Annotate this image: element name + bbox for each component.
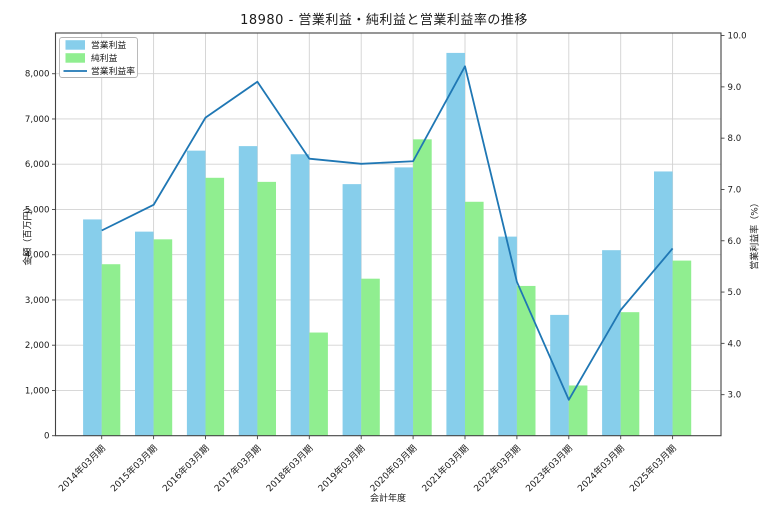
y-axis-right-tick-label: 3.0 bbox=[728, 391, 742, 401]
x-axis-tick-label: 2021年03月期 bbox=[419, 442, 471, 494]
operating-profit-bar bbox=[290, 154, 310, 436]
net-profit-bar bbox=[361, 278, 380, 436]
operating-profit-bar bbox=[394, 167, 414, 436]
y-axis-label-right: 営業利益率（%） bbox=[750, 198, 761, 270]
y-axis-left-tick-label: 3,000 bbox=[25, 296, 50, 306]
y-axis-label-left: 金額（百万円） bbox=[23, 202, 34, 266]
y-axis-right-tick-label: 6.0 bbox=[728, 237, 742, 247]
y-axis-left-tick-label: 5,000 bbox=[25, 205, 50, 215]
y-axis-left-tick-label: 6,000 bbox=[25, 160, 50, 170]
net-profit-bar bbox=[101, 264, 121, 436]
x-axis-label: 会計年度 bbox=[369, 494, 406, 504]
y-axis-right-tick-label: 4.0 bbox=[728, 339, 742, 349]
y-axis-right-tick-label: 9.0 bbox=[728, 83, 742, 93]
x-axis-tick-label: 2017年03月期 bbox=[212, 442, 264, 494]
y-axis-left-tick-label: 1,000 bbox=[25, 386, 50, 396]
legend-label-operating-margin: 営業利益率 bbox=[91, 65, 135, 77]
operating-profit-bar bbox=[602, 250, 621, 436]
operating-profit-bar bbox=[83, 219, 102, 436]
y-axis-left-tick-label: 8,000 bbox=[25, 70, 50, 80]
net-profit-bar bbox=[620, 312, 640, 436]
net-profit-bar bbox=[153, 239, 173, 436]
x-axis-tick-label: 2023年03月期 bbox=[523, 442, 575, 494]
legend-label-operating-profit: 営業利益 bbox=[91, 39, 126, 51]
net-profit-bar bbox=[309, 332, 328, 436]
net-profit-bar bbox=[257, 181, 276, 436]
operating-profit-bar bbox=[446, 52, 465, 436]
legend-swatch-net-profit bbox=[65, 53, 85, 63]
operating-profit-bar bbox=[498, 236, 517, 436]
net-profit-bar bbox=[516, 285, 536, 436]
x-axis-tick-label: 2015年03月期 bbox=[108, 442, 160, 494]
operating-profit-bar bbox=[654, 171, 673, 436]
net-profit-bar bbox=[413, 139, 432, 436]
y-axis-right-tick-label: 7.0 bbox=[728, 185, 742, 195]
x-axis-tick-label: 2016年03月期 bbox=[160, 442, 212, 494]
y-axis-left-tick-label: 7,000 bbox=[25, 115, 50, 125]
net-profit-bar bbox=[672, 260, 692, 436]
operating-profit-bar bbox=[550, 314, 569, 436]
y-axis-left-tick-label: 0 bbox=[44, 432, 49, 442]
net-profit-bar bbox=[568, 385, 588, 436]
y-axis-left-tick-label: 2,000 bbox=[25, 341, 50, 351]
x-axis-tick-label: 2019年03月期 bbox=[315, 442, 367, 494]
x-axis-tick-label: 2014年03月期 bbox=[56, 442, 108, 494]
legend-label-net-profit: 純利益 bbox=[91, 52, 118, 64]
y-axis-right-tick-label: 10.0 bbox=[728, 32, 747, 42]
x-axis-tick-label: 2018年03月期 bbox=[264, 442, 316, 494]
operating-profit-bar bbox=[238, 146, 258, 436]
operating-margin-line bbox=[101, 65, 674, 401]
net-profit-bar bbox=[205, 177, 225, 436]
operating-profit-bar bbox=[186, 150, 206, 436]
legend-swatch-operating-profit bbox=[65, 40, 85, 50]
y-axis-right-tick-label: 8.0 bbox=[728, 134, 742, 144]
x-axis-tick-label: 2020年03月期 bbox=[367, 442, 419, 494]
y-axis-right-tick-label: 5.0 bbox=[728, 288, 742, 298]
x-axis-tick-label: 2022年03月期 bbox=[471, 442, 523, 494]
x-axis-tick-label: 2024年03月期 bbox=[575, 442, 627, 494]
net-profit-bar bbox=[465, 201, 484, 436]
plot-frame bbox=[54, 32, 722, 437]
operating-profit-bar bbox=[342, 184, 362, 436]
operating-profit-bar bbox=[135, 231, 154, 436]
x-axis-tick-label: 2025年03月期 bbox=[627, 442, 679, 494]
y-axis-left-tick-label: 4,000 bbox=[25, 251, 50, 261]
chart-title: 18980 - 営業利益・純利益と営業利益率の推移 bbox=[240, 13, 528, 28]
